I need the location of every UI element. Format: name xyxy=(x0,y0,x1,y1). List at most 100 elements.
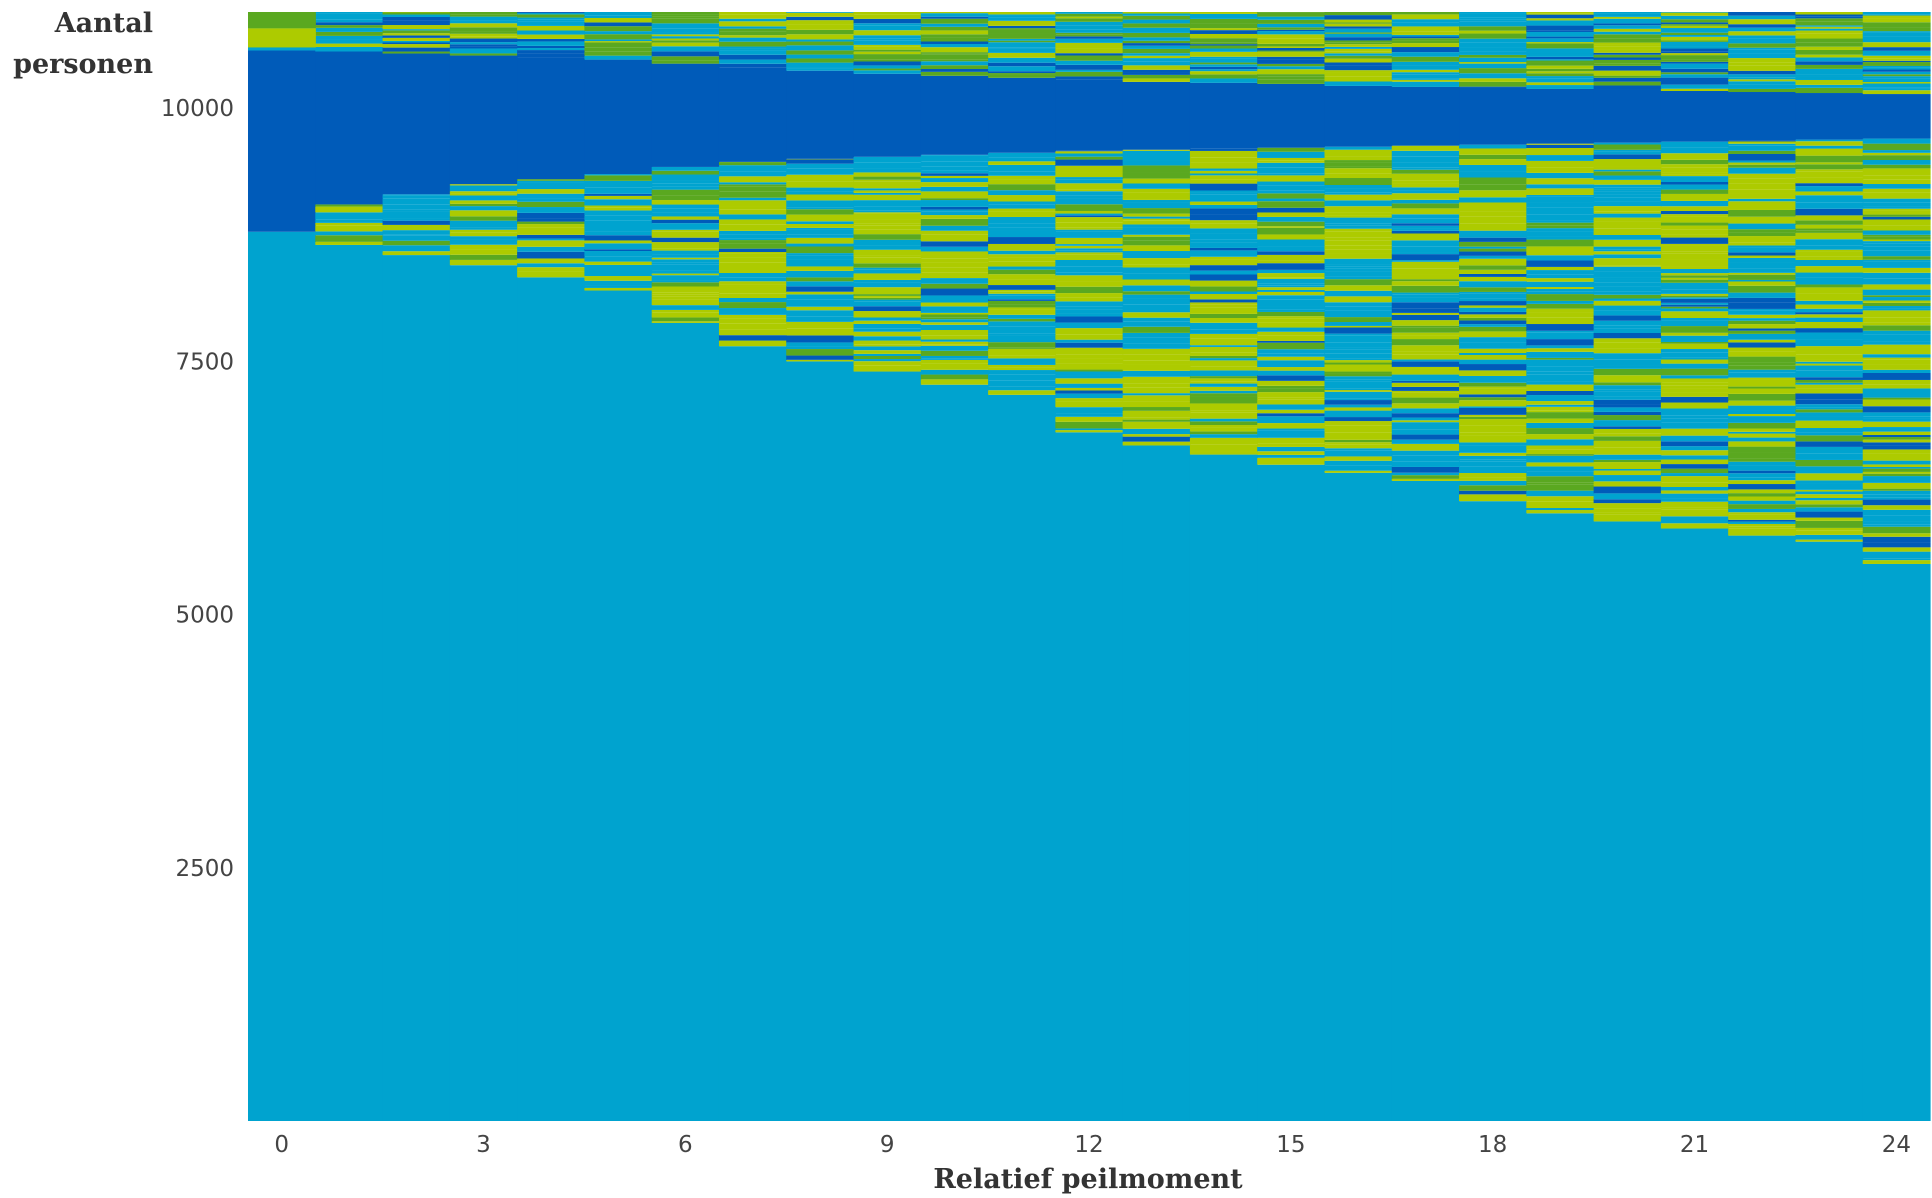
segment-mixed xyxy=(1459,359,1527,365)
segment-mixed xyxy=(651,186,720,190)
segment-mixed xyxy=(1257,160,1326,163)
segment-top-mixed xyxy=(1459,19,1527,22)
segment-dark-blue-band xyxy=(1660,91,1729,142)
segment-mixed xyxy=(1459,485,1527,491)
segment-mixed xyxy=(584,243,653,250)
segment-top-mixed xyxy=(1391,34,1460,37)
segment-mixed xyxy=(1459,291,1527,294)
segment-mixed xyxy=(1728,164,1797,168)
segment-mixed xyxy=(1795,251,1864,257)
segment-mixed xyxy=(1795,332,1864,340)
segment-mixed xyxy=(651,264,720,271)
segment-mixed xyxy=(1324,407,1393,411)
segment-mixed xyxy=(449,220,518,228)
segment-top-mixed xyxy=(1593,25,1662,29)
segment-mixed xyxy=(718,184,787,187)
segment-mixed xyxy=(1391,292,1460,295)
segment-top-mixed xyxy=(1122,19,1191,24)
segment-top-mixed xyxy=(1122,53,1191,56)
segment-mixed xyxy=(1391,252,1460,255)
segment-mixed xyxy=(1526,260,1595,267)
segment-mixed xyxy=(853,355,922,360)
segment-top-mixed xyxy=(517,53,585,58)
segment-mixed xyxy=(1391,208,1460,215)
segment-mixed xyxy=(786,310,855,317)
segment-top-mixed xyxy=(248,46,316,51)
segment-mixed xyxy=(1526,312,1595,318)
segment-top-mixed xyxy=(1122,61,1191,66)
segment-mixed xyxy=(1055,244,1124,246)
segment-mixed xyxy=(1391,351,1460,355)
segment-mixed xyxy=(1862,421,1931,428)
segment-top-mixed xyxy=(1257,12,1326,13)
segment-mixed xyxy=(920,379,989,385)
segment-top-mixed xyxy=(1189,12,1258,14)
segment-mixed xyxy=(988,333,1056,336)
segment-mixed xyxy=(1324,146,1393,150)
segment-top-mixed xyxy=(1862,78,1931,83)
segment-mixed xyxy=(1862,431,1931,435)
segment-top-mixed xyxy=(1391,65,1460,70)
segment-mixed xyxy=(1189,434,1258,438)
segment-mixed xyxy=(584,276,653,281)
segment-mixed xyxy=(920,173,989,176)
segment-mixed xyxy=(988,175,1056,180)
segment-mixed xyxy=(1459,317,1527,321)
segment-top-mixed xyxy=(1862,65,1931,68)
x-axis-title: Relatief peilmoment xyxy=(933,1164,1243,1195)
segment-mixed xyxy=(1122,383,1191,388)
segment-mixed xyxy=(1593,328,1662,333)
segment-mixed xyxy=(1862,427,1931,432)
segment-mixed xyxy=(651,273,720,276)
segment-top-mixed xyxy=(1324,42,1393,45)
segment-mixed xyxy=(1660,450,1729,456)
segment-mixed xyxy=(517,246,585,252)
segment-mixed xyxy=(1593,213,1662,218)
segment-mixed xyxy=(786,349,855,356)
segment-top-mixed xyxy=(382,12,451,15)
segment-mixed xyxy=(1122,317,1191,322)
segment-mixed xyxy=(1122,273,1191,280)
segment-mixed xyxy=(1862,442,1931,446)
segment-mixed xyxy=(920,230,989,235)
segment-top-mixed xyxy=(1728,47,1797,50)
segment-mixed xyxy=(1795,328,1864,333)
segment-top-mixed xyxy=(517,34,585,39)
segment-top-mixed xyxy=(651,16,720,19)
segment-top-mixed xyxy=(1728,65,1797,71)
segment-mixed xyxy=(853,323,922,329)
segment-mixed xyxy=(1728,223,1797,230)
segment-mixed xyxy=(1391,312,1460,315)
segment-mixed xyxy=(718,284,787,287)
segment-top-mixed xyxy=(853,59,922,62)
segment-mixed xyxy=(1728,245,1797,248)
segment-mixed xyxy=(920,312,989,315)
segment-mixed xyxy=(1391,380,1460,383)
segment-mixed xyxy=(1324,276,1393,280)
segment-mixed xyxy=(1324,450,1393,457)
segment-mixed xyxy=(382,224,451,231)
segment-top-mixed xyxy=(853,65,922,69)
segment-mixed xyxy=(1526,422,1595,429)
segment-mixed xyxy=(1593,315,1662,321)
segment-mixed xyxy=(1728,416,1797,423)
segment-mixed xyxy=(1324,360,1393,363)
segment-mixed xyxy=(517,251,585,259)
segment-mixed xyxy=(786,214,855,222)
segment-mixed xyxy=(786,359,855,362)
segment-mixed xyxy=(920,344,989,346)
segment-mixed xyxy=(1728,333,1797,340)
segment-mixed xyxy=(1728,521,1797,524)
segment-mixed xyxy=(1257,254,1326,261)
segment-top-mixed xyxy=(1660,63,1729,69)
segment-mixed xyxy=(1526,404,1595,407)
segment-mixed xyxy=(315,204,384,207)
segment-mixed xyxy=(651,166,720,171)
segment-mixed xyxy=(988,380,1056,387)
segment-mixed xyxy=(382,234,451,236)
segment-mixed xyxy=(1795,489,1864,492)
segment-mixed xyxy=(1593,206,1662,212)
segment-mixed xyxy=(1391,180,1460,184)
segment-mixed xyxy=(1055,213,1124,216)
segment-top-mixed xyxy=(1391,52,1460,57)
